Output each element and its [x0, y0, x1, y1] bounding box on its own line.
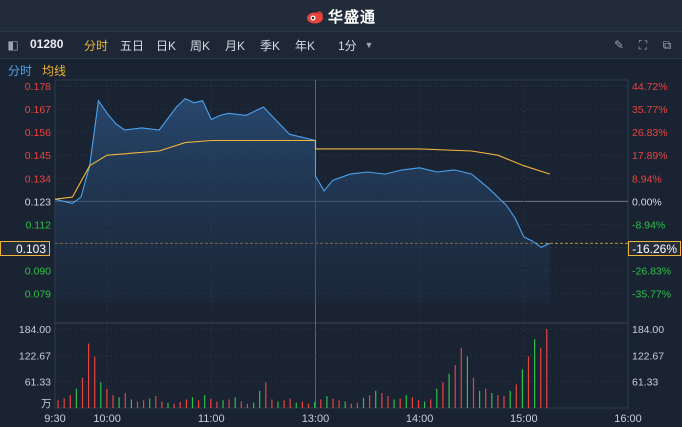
y-tick-label: 0.112 [26, 219, 52, 231]
tab-week-k[interactable]: 周K [190, 39, 211, 53]
current-price-label: 0.103 [0, 241, 50, 256]
top-bar: 华盛通 [0, 0, 682, 32]
tab-day-k[interactable]: 日K [156, 39, 177, 53]
vol-unit-label: 万 [41, 398, 52, 410]
x-tick-label: 11:00 [198, 413, 225, 425]
collapse-sidebar-icon[interactable]: ◧ [7, 38, 19, 52]
y-pct-tick-label: 35.77% [632, 104, 668, 116]
fullscreen-icon[interactable]: ⛶ [638, 38, 648, 52]
price-line [54, 97, 551, 249]
tab-year-k[interactable]: 年K [295, 39, 316, 53]
y-pct-tick-label: -35.77% [632, 289, 671, 301]
legend-avg[interactable]: 均线 [42, 64, 67, 78]
chevron-down-icon[interactable]: ▼ [364, 40, 374, 50]
x-tick-label: 16:00 [614, 413, 642, 425]
x-tick-label: 15:00 [510, 413, 538, 425]
brand-name: 华盛通 [327, 9, 376, 26]
y-pct-tick-label: 26.83% [632, 127, 668, 139]
avg-line [54, 139, 551, 200]
tab-five-day[interactable]: 五日 [120, 39, 145, 53]
tab-minute[interactable]: 分时 [84, 39, 109, 53]
tab-season-k[interactable]: 季K [260, 39, 281, 53]
y-tick-label: 0.079 [25, 289, 51, 301]
y-tick-label: 0.178 [25, 81, 51, 93]
y-tick-label: 0.123 [25, 196, 51, 208]
x-tick-label: 14:00 [406, 413, 434, 425]
pen-icon[interactable]: ✎ [613, 38, 625, 52]
vol-tick-label: 122.67 [19, 350, 51, 362]
y-pct-tick-label: 8.94% [632, 173, 662, 185]
y-tick-label: 0.145 [25, 150, 51, 162]
vol-tick-label: 184.00 [19, 324, 51, 336]
brand: 华盛通 [0, 6, 682, 27]
price-area [55, 98, 550, 303]
y-tick-label: 0.167 [25, 104, 51, 116]
y-tick-label: 0.134 [25, 173, 51, 185]
stock-code: 01280 [30, 37, 64, 51]
legend-minute[interactable]: 分时 [8, 64, 33, 78]
vol-tick-label-right: 61.33 [632, 377, 658, 389]
interval-select[interactable]: 1分 [338, 39, 357, 53]
popout-icon[interactable]: ⧉ [662, 38, 672, 52]
y-pct-tick-label: -8.94% [632, 219, 665, 231]
y-pct-tick-label: 17.89% [632, 150, 668, 162]
toolbar: ◧ 01280 分时 五日 日K 周K 月K 季K 年K 1分 ▼ ✎ ⛶ ⧉ [0, 32, 682, 59]
current-pct-label: -16.26% [628, 241, 681, 256]
vol-tick-label: 61.33 [25, 377, 51, 389]
y-pct-tick-label: 0.00% [632, 196, 662, 208]
y-pct-tick-label: -26.83% [632, 266, 671, 278]
indicator-tabs: 分时 均线 [0, 59, 682, 79]
y-tick-label: 0.090 [25, 266, 51, 278]
brand-logo-icon [306, 11, 323, 24]
y-tick-label: 0.156 [25, 127, 51, 139]
x-tick-label: 10:00 [93, 413, 121, 425]
x-tick-label: 13:00 [302, 413, 330, 425]
y-pct-tick-label: 44.72% [632, 81, 668, 93]
vol-tick-label-right: 122.67 [632, 350, 664, 362]
x-tick-label: 9:30 [44, 413, 65, 425]
vol-tick-label-right: 184.00 [632, 324, 664, 336]
tab-month-k[interactable]: 月K [225, 39, 246, 53]
